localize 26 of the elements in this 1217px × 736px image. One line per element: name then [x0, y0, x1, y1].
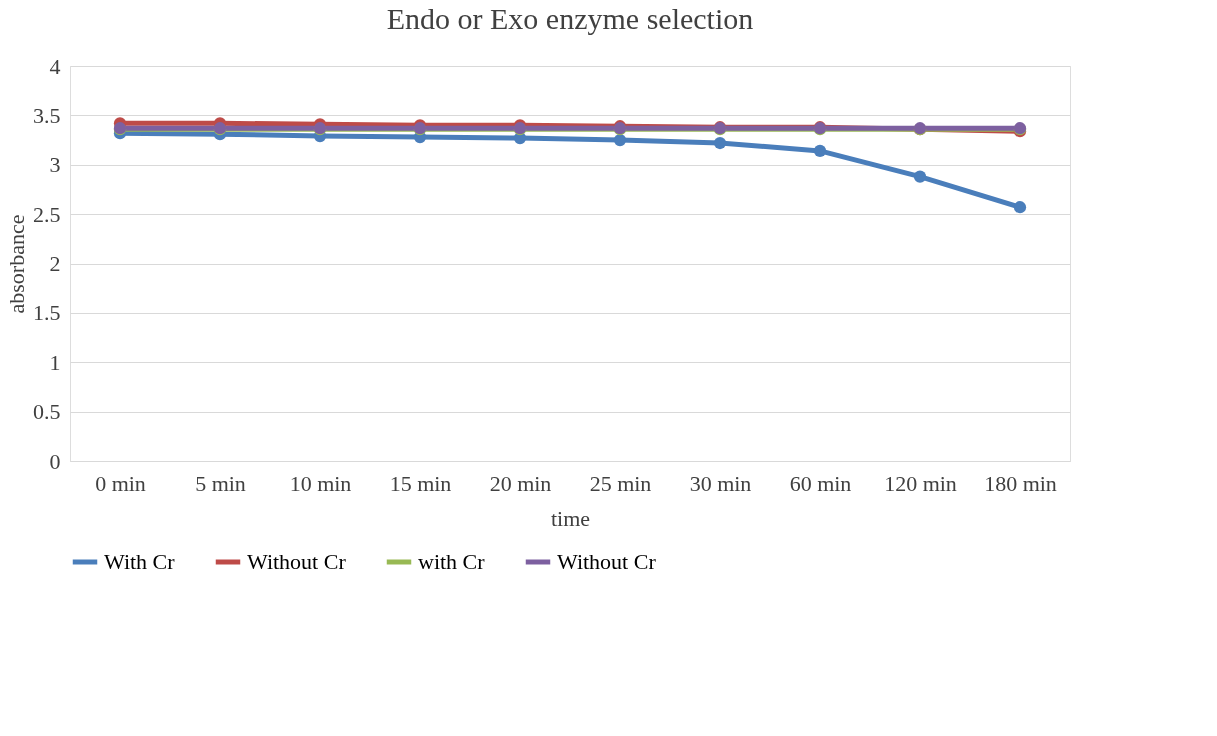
y-tick-label: 4 — [49, 53, 61, 79]
x-tick-label: 30 min — [689, 470, 752, 496]
y-tick-label: 2 — [49, 251, 61, 276]
x-tick-label: 5 min — [195, 470, 246, 496]
y-axis-title: absorbance — [4, 214, 29, 314]
legend-label: Without Cr — [247, 549, 347, 574]
x-tick-label: 15 min — [389, 470, 452, 496]
y-tick-label: 0.5 — [33, 399, 61, 425]
y-tick-label: 1.5 — [33, 300, 61, 326]
legend-label: with Cr — [418, 549, 486, 574]
x-tick-label: 0 min — [95, 470, 146, 496]
legend-label: With Cr — [104, 549, 176, 574]
y-tick-label: 1 — [49, 349, 61, 375]
x-tick-label: 120 min — [884, 470, 957, 496]
y-tick-label: 3.5 — [33, 102, 61, 128]
legend-label: Without Cr — [557, 549, 657, 574]
y-tick-label: 0 — [49, 448, 61, 474]
x-tick-label: 60 min — [789, 470, 852, 496]
chart-title: Endo or Exo enzyme selection — [386, 2, 754, 35]
x-tick-label: 25 min — [589, 470, 652, 496]
x-axis-title: time — [550, 505, 591, 531]
x-tick-label: 180 min — [984, 470, 1057, 496]
y-tick-label: 3 — [49, 152, 61, 178]
x-tick-label: 10 min — [289, 470, 352, 496]
x-tick-label: 20 min — [489, 470, 552, 496]
y-tick-label: 2.5 — [33, 201, 61, 227]
